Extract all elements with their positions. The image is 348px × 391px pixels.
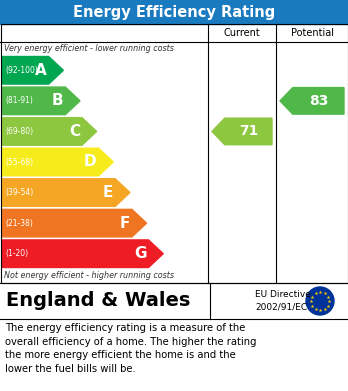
- Text: G: G: [134, 246, 147, 261]
- Polygon shape: [2, 57, 63, 84]
- Text: The energy efficiency rating is a measure of the
overall efficiency of a home. T: The energy efficiency rating is a measur…: [5, 323, 256, 374]
- Polygon shape: [2, 118, 97, 145]
- Text: (69-80): (69-80): [5, 127, 33, 136]
- Text: (55-68): (55-68): [5, 158, 33, 167]
- Polygon shape: [2, 148, 113, 176]
- Polygon shape: [2, 209, 147, 237]
- Text: EU Directive
2002/91/EC: EU Directive 2002/91/EC: [255, 290, 311, 312]
- Text: Not energy efficient - higher running costs: Not energy efficient - higher running co…: [4, 271, 174, 280]
- Polygon shape: [280, 88, 344, 114]
- Circle shape: [306, 287, 334, 315]
- Bar: [0, 0, 348, 24]
- Text: 83: 83: [309, 94, 328, 108]
- Polygon shape: [2, 87, 80, 115]
- Bar: [0, 283, 348, 319]
- Text: (39-54): (39-54): [5, 188, 33, 197]
- Text: A: A: [35, 63, 47, 78]
- Polygon shape: [212, 118, 272, 145]
- Text: F: F: [119, 216, 130, 231]
- Text: C: C: [69, 124, 80, 139]
- Text: Very energy efficient - lower running costs: Very energy efficient - lower running co…: [4, 44, 174, 53]
- Text: (81-91): (81-91): [5, 96, 33, 105]
- Text: England & Wales: England & Wales: [6, 292, 190, 310]
- Text: Energy Efficiency Rating: Energy Efficiency Rating: [73, 5, 275, 20]
- Text: D: D: [84, 154, 97, 170]
- Bar: [0, 24, 348, 283]
- Text: (92-100): (92-100): [5, 66, 38, 75]
- Text: 71: 71: [239, 124, 258, 138]
- Text: B: B: [52, 93, 63, 108]
- Text: Current: Current: [224, 28, 260, 38]
- Polygon shape: [2, 240, 163, 267]
- Text: E: E: [103, 185, 113, 200]
- Text: (1-20): (1-20): [5, 249, 28, 258]
- Text: (21-38): (21-38): [5, 219, 33, 228]
- Polygon shape: [2, 179, 130, 206]
- Text: Potential: Potential: [291, 28, 333, 38]
